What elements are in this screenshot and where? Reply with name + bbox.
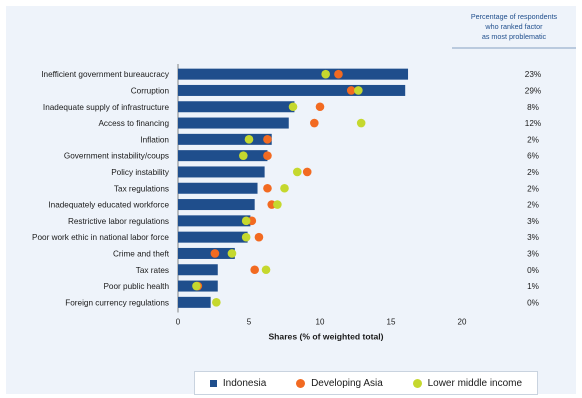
dot-developing-asia bbox=[315, 102, 325, 112]
dot-lower-middle-income bbox=[192, 281, 201, 291]
x-tick-label: 20 bbox=[458, 318, 467, 327]
dot-developing-asia bbox=[263, 183, 272, 193]
bar-indonesia bbox=[178, 264, 218, 276]
dot-lower-middle-income bbox=[212, 298, 221, 307]
dot-lower-middle-income bbox=[356, 118, 366, 128]
category-label: Inefficient government bureaucracy bbox=[41, 70, 170, 79]
bar-indonesia bbox=[178, 182, 258, 194]
category-label: Tax regulations bbox=[114, 184, 169, 193]
category-label: Tax rates bbox=[136, 266, 169, 275]
dot-lower-middle-income bbox=[241, 232, 251, 242]
right-column-value: 1% bbox=[527, 282, 539, 291]
dot-lower-middle-income bbox=[273, 200, 282, 209]
bar-indonesia bbox=[178, 231, 248, 243]
right-column-value: 3% bbox=[527, 233, 539, 242]
category-label: Restrictive labor regulations bbox=[68, 217, 169, 226]
bar-indonesia bbox=[178, 101, 295, 113]
dot-lower-middle-income bbox=[321, 69, 330, 79]
right-column-value: 12% bbox=[525, 119, 541, 128]
legend-swatch-indonesia bbox=[209, 379, 217, 387]
dot-developing-asia bbox=[310, 118, 319, 128]
dot-lower-middle-income bbox=[292, 167, 302, 177]
category-label: Poor public health bbox=[103, 282, 169, 291]
dot-developing-asia bbox=[334, 69, 343, 79]
category-label: Foreign currency regulations bbox=[65, 298, 169, 307]
right-column-value: 23% bbox=[525, 70, 541, 79]
bar-indonesia bbox=[178, 117, 289, 129]
right-column-header-line: who ranked factor bbox=[484, 22, 543, 31]
bar-indonesia bbox=[178, 166, 265, 178]
dot-lower-middle-income bbox=[288, 102, 298, 112]
right-column-value: 3% bbox=[527, 217, 539, 226]
legend-swatch-developing-asia bbox=[296, 378, 306, 388]
right-column-value: 8% bbox=[527, 103, 539, 112]
right-column-value: 2% bbox=[527, 201, 539, 210]
dot-lower-middle-income bbox=[244, 135, 254, 144]
dot-lower-middle-income bbox=[261, 265, 271, 275]
bar-indonesia bbox=[178, 215, 251, 227]
legend-label-lower-middle-income: Lower middle income bbox=[427, 377, 523, 389]
right-column-value: 6% bbox=[527, 152, 539, 161]
category-label: Crime and theft bbox=[113, 249, 170, 258]
dot-developing-asia bbox=[210, 249, 220, 258]
bar-indonesia bbox=[178, 296, 211, 308]
legend-label-indonesia: Indonesia bbox=[222, 377, 267, 389]
dot-developing-asia bbox=[346, 86, 356, 95]
bar-indonesia bbox=[178, 247, 235, 259]
category-label: Inflation bbox=[140, 135, 169, 144]
category-label: Inadequate supply of infrastructure bbox=[43, 103, 170, 112]
category-label: Access to financing bbox=[98, 119, 169, 128]
dot-developing-asia bbox=[254, 232, 264, 242]
dot-developing-asia bbox=[263, 151, 272, 160]
right-column-value: 2% bbox=[527, 184, 539, 193]
x-tick-label: 10 bbox=[316, 318, 325, 327]
legend-label-developing-asia: Developing Asia bbox=[311, 377, 383, 389]
dot-developing-asia bbox=[302, 167, 312, 177]
x-tick-label: 5 bbox=[247, 318, 252, 327]
bar-indonesia bbox=[178, 68, 409, 80]
bar-indonesia bbox=[178, 133, 272, 145]
right-column-value: 2% bbox=[527, 168, 539, 177]
x-tick-label: 0 bbox=[176, 318, 181, 327]
legend-item-indonesia: Indonesia bbox=[209, 377, 267, 389]
legend: Indonesia Developing Asia Lower middle i… bbox=[194, 371, 538, 395]
right-column-value: 0% bbox=[527, 298, 539, 307]
dot-developing-asia bbox=[263, 135, 272, 144]
bar-indonesia bbox=[178, 199, 255, 211]
category-label: Poor work ethic in national labor force bbox=[32, 233, 169, 242]
right-column-value: 2% bbox=[527, 135, 539, 144]
right-column-value: 29% bbox=[525, 86, 541, 95]
x-axis-label: Shares (% of weighted total) bbox=[268, 332, 383, 342]
x-tick-label: 15 bbox=[387, 318, 396, 327]
category-label: Policy instability bbox=[111, 168, 170, 177]
dot-lower-middle-income bbox=[239, 151, 248, 160]
right-column-header-line: as most problematic bbox=[482, 32, 547, 41]
legend-swatch-lower-middle-income bbox=[412, 378, 422, 388]
dot-developing-asia bbox=[250, 265, 259, 275]
right-column-value: 3% bbox=[527, 249, 539, 258]
bar-indonesia bbox=[178, 84, 406, 96]
legend-item-lower-middle-income: Lower middle income bbox=[412, 377, 523, 389]
legend-item-developing-asia: Developing Asia bbox=[296, 378, 383, 389]
category-label: Government instability/coups bbox=[64, 152, 169, 161]
chart-panel: Percentage of respondents who ranked fact… bbox=[6, 6, 576, 395]
dot-lower-middle-income bbox=[241, 216, 251, 226]
right-column-value: 0% bbox=[527, 266, 539, 275]
dot-lower-middle-income bbox=[280, 183, 289, 193]
bar-indonesia bbox=[178, 150, 268, 162]
dot-lower-middle-income bbox=[354, 86, 363, 95]
dot-lower-middle-income bbox=[227, 249, 237, 258]
category-label: Inadequately educated workforce bbox=[48, 201, 169, 210]
right-column-header-line: Percentage of respondents bbox=[471, 12, 558, 21]
category-label: Corruption bbox=[131, 86, 170, 95]
